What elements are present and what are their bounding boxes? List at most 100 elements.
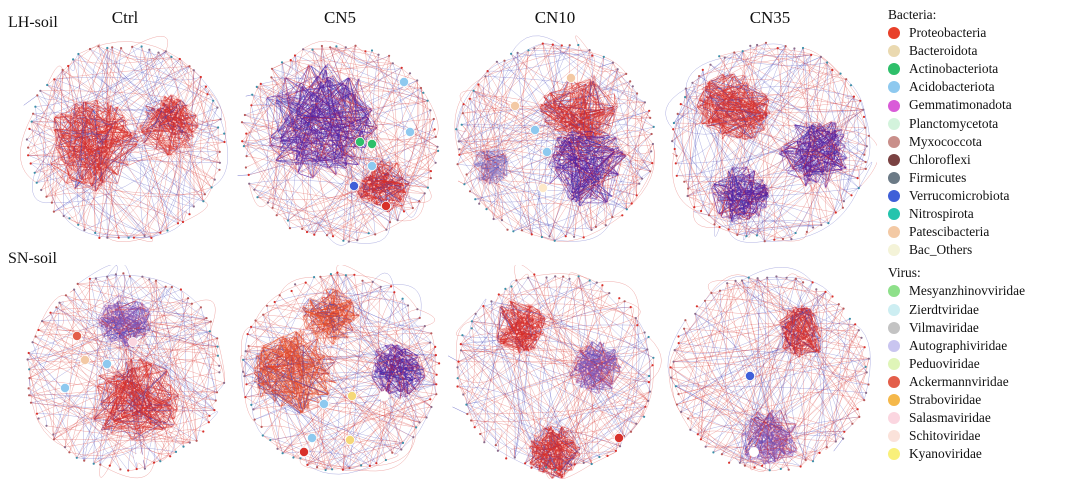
virus-legend-item: Straboviridae [888,391,1078,409]
network-panel [663,35,877,249]
virus-legend-item: Zierdtviridae [888,301,1078,319]
bacteria-legend-label: Verrucomicrobiota [909,187,1009,205]
network-module [472,149,510,186]
column-label-cn5: CN5 [324,8,356,28]
bacteria-legend-label: Chloroflexi [909,151,971,169]
network-node [530,125,539,134]
network-node [319,399,328,408]
network-panel [18,35,232,249]
column-label-ctrl: Ctrl [112,8,138,28]
network-node [379,391,388,400]
network-panel [448,35,662,249]
network-panel [448,265,662,479]
network-node [542,147,551,156]
virus-legend-swatch [888,412,900,424]
virus-legend-item: Vilmaviridae [888,319,1078,337]
network-panel [233,35,447,249]
network-edges [455,36,655,242]
bacteria-legend-item: Bacteroidota [888,42,1078,60]
row-label-lh-soil: LH-soil [8,14,58,32]
virus-legend-label: Zierdtviridae [909,301,979,319]
bacteria-legend-swatch [888,81,900,93]
bacteria-legend-swatch [888,172,900,184]
virus-legend-swatch [888,394,900,406]
network-node [60,383,69,392]
bacteria-legend-item: Acidobacteriota [888,78,1078,96]
bacteria-legend-label: Acidobacteriota [909,78,995,96]
bacteria-legend-item: Gemmatimonadota [888,96,1078,114]
network-node [510,101,519,110]
bacteria-legend-label: Bacteroidota [909,42,977,60]
network-node [566,73,575,82]
network-node [72,331,81,340]
network-edges [20,36,227,242]
virus-legend-label: Schitoviridae [909,427,980,445]
virus-legend-item: Mesyanzhinovviridae [888,282,1078,300]
bacteria-legend-swatch [888,244,900,256]
virus-legend-label: Peduoviridae [909,355,980,373]
network-node [349,181,358,190]
bacteria-legend-swatch [888,154,900,166]
virus-legend-item: Autographiviridae [888,337,1078,355]
bacteria-legend-label: Bac_Others [909,241,972,259]
network-node [307,433,316,442]
network-node [614,433,623,442]
network-node [102,359,111,368]
bacteria-legend-item: Actinobacteriota [888,60,1078,78]
network-node [745,371,754,380]
network-node [355,137,364,146]
network-module [138,94,199,157]
network-node [367,139,376,148]
virus-legend-swatch [888,285,900,297]
virus-legend-swatch [888,448,900,460]
network-node [381,201,390,210]
virus-legend-swatch [888,430,900,442]
virus-legend-item: Ackermannviridae [888,373,1078,391]
bacteria-legend-swatch [888,63,900,75]
network-node [367,161,376,170]
network-panel [233,265,447,479]
bacteria-legend-label: Nitrospirota [909,205,974,223]
bacteria-legend-swatch [888,136,900,148]
virus-legend-label: Straboviridae [909,391,981,409]
network-panel [663,265,877,479]
bacteria-legend-item: Proteobacteria [888,24,1078,42]
virus-legend-label: Mesyanzhinovviridae [909,282,1025,300]
network-figure: LH-soil SN-soil Ctrl CN5 CN10 CN35 [0,0,880,459]
bacteria-legend-item: Chloroflexi [888,151,1078,169]
bacteria-legend-swatch [888,27,900,39]
virus-legend-label: Kyanoviridae [909,445,982,463]
network-module [547,129,627,207]
bacteria-legend-label: Patescibacteria [909,223,989,241]
virus-legend-label: Vilmaviridae [909,319,979,337]
virus-legend-swatch [888,322,900,334]
column-label-cn10: CN10 [535,8,576,28]
network-node [134,453,143,462]
virus-legend-swatch [888,376,900,388]
bacteria-legend-item: Firmicutes [888,169,1078,187]
bacteria-legend-item: Nitrospirota [888,205,1078,223]
virus-legend-swatch [888,304,900,316]
network-edges [666,43,877,243]
bacteria-legend-label: Firmicutes [909,169,966,187]
legend-bacteria-title: Bacteria: [888,6,1078,24]
bacteria-legend-label: Myxococcota [909,133,982,151]
network-node [399,77,408,86]
bacteria-legend-label: Actinobacteriota [909,60,998,78]
virus-legend-item: Peduoviridae [888,355,1078,373]
network-node [538,183,547,192]
network-node [749,447,758,456]
virus-legend-item: Schitoviridae [888,427,1078,445]
bacteria-legend-item: Patescibacteria [888,223,1078,241]
bacteria-legend-label: Proteobacteria [909,24,986,42]
bacteria-legend-label: Planctomycetota [909,115,998,133]
bacteria-legend-swatch [888,100,900,112]
network-module [49,99,139,193]
network-node [345,435,354,444]
virus-legend-swatch [888,340,900,352]
bacteria-legend-item: Planctomycetota [888,115,1078,133]
network-panel [18,265,232,479]
virus-legend-item: Kyanoviridae [888,445,1078,463]
